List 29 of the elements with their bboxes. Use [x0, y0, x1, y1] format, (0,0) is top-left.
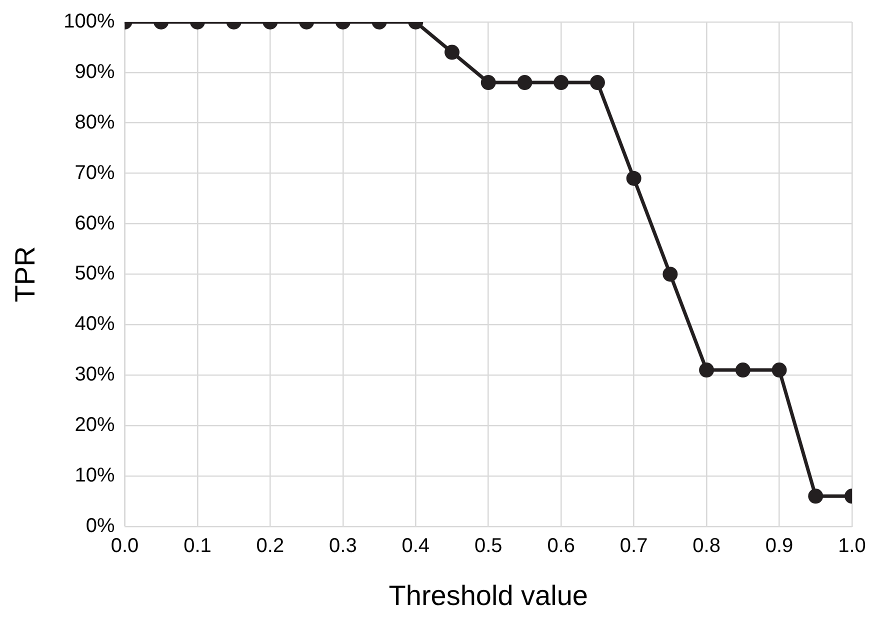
y-axis-title: TPR [10, 246, 41, 302]
x-tick-label: 0.2 [256, 534, 284, 557]
y-tick-label: 30% [74, 364, 115, 386]
y-tick-label: 70% [74, 162, 115, 184]
point [699, 362, 714, 378]
y-tick-label: 20% [74, 414, 115, 436]
y-tick-label: 100% [64, 10, 115, 33]
point [808, 488, 824, 504]
x-tick-label: 0.1 [184, 534, 212, 557]
y-tick-label: 50% [74, 262, 115, 285]
x-tick-label: 0.3 [329, 534, 357, 557]
y-tick-label: 40% [74, 313, 115, 336]
x-tick-label: 0.6 [547, 534, 576, 557]
x-tick-label: 0.7 [620, 534, 648, 557]
x-tick-label: 0.8 [692, 534, 720, 557]
x-tick-label: 0.4 [402, 534, 430, 557]
x-tick-label: 0.9 [765, 534, 794, 557]
y-tick-label: 0% [86, 514, 115, 537]
x-axis-title: Threshold value [388, 580, 588, 611]
point [772, 362, 787, 378]
y-tick-label: 10% [74, 464, 115, 486]
x-tick-label: 0.0 [110, 534, 139, 557]
y-tick-label: 90% [74, 60, 115, 83]
x-tick-label: 1.0 [838, 534, 866, 557]
x-tick-label: 0.5 [474, 534, 502, 557]
point [662, 266, 678, 282]
point [735, 362, 750, 378]
y-tick-label: 80% [74, 111, 115, 134]
y-tick-label: 60% [74, 212, 115, 234]
